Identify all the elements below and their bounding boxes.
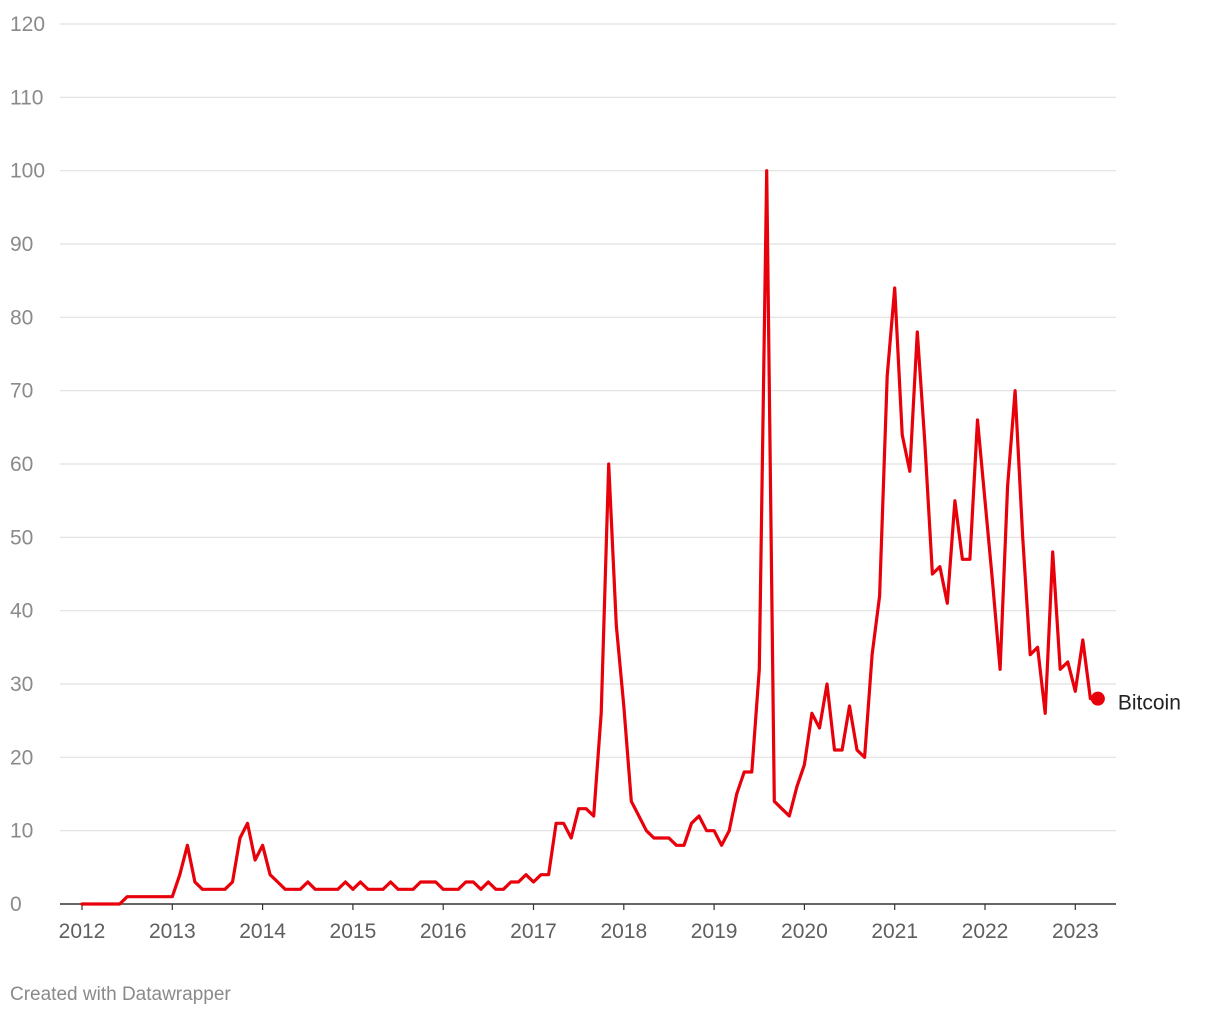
y-tick-label-10: 10 [10, 820, 33, 843]
y-tick-label-30: 30 [10, 673, 33, 696]
series-layer: Bitcoin [80, 169, 1181, 906]
x-tick-label-2018: 2018 [600, 920, 647, 943]
y-tick-label-20: 20 [10, 746, 33, 769]
x-tick-label-2017: 2017 [510, 920, 557, 943]
x-axis-ticks: 2012 2013 2014 2015 2016 2017 2018 2019 2020 2021… [59, 904, 1099, 943]
y-tick-label-50: 50 [10, 526, 33, 549]
y-tick-label-80: 80 [10, 306, 33, 329]
x-tick-label-2016: 2016 [420, 920, 467, 943]
y-tick-label-90: 90 [10, 233, 33, 256]
series-end-marker-0 [1090, 691, 1105, 706]
x-tick-label-2023: 2023 [1052, 920, 1099, 943]
series-label-0: Bitcoin [1118, 692, 1181, 715]
x-tick-label-2022: 2022 [962, 920, 1009, 943]
x-tick-label-2019: 2019 [691, 920, 738, 943]
y-axis-ticks: 0 10 20 30 40 50 60 70 80 90 100 110 120 [10, 13, 45, 916]
y-tick-label-120: 120 [10, 13, 45, 36]
y-tick-label-60: 60 [10, 453, 33, 476]
x-tick-label-2015: 2015 [330, 920, 377, 943]
gridlines [60, 23, 1116, 832]
y-tick-label-0: 0 [10, 893, 22, 916]
x-tick-label-2021: 2021 [871, 920, 918, 943]
y-tick-label-70: 70 [10, 380, 33, 403]
y-tick-label-40: 40 [10, 600, 33, 623]
x-tick-label-2014: 2014 [239, 920, 286, 943]
y-tick-label-100: 100 [10, 160, 45, 183]
x-tick-label-2012: 2012 [59, 920, 106, 943]
series-line-0 [80, 169, 1100, 906]
credit-text: Created with Datawrapper [10, 984, 231, 1005]
x-tick-label-2013: 2013 [149, 920, 196, 943]
y-tick-label-110: 110 [10, 86, 43, 109]
x-tick-label-2020: 2020 [781, 920, 828, 943]
